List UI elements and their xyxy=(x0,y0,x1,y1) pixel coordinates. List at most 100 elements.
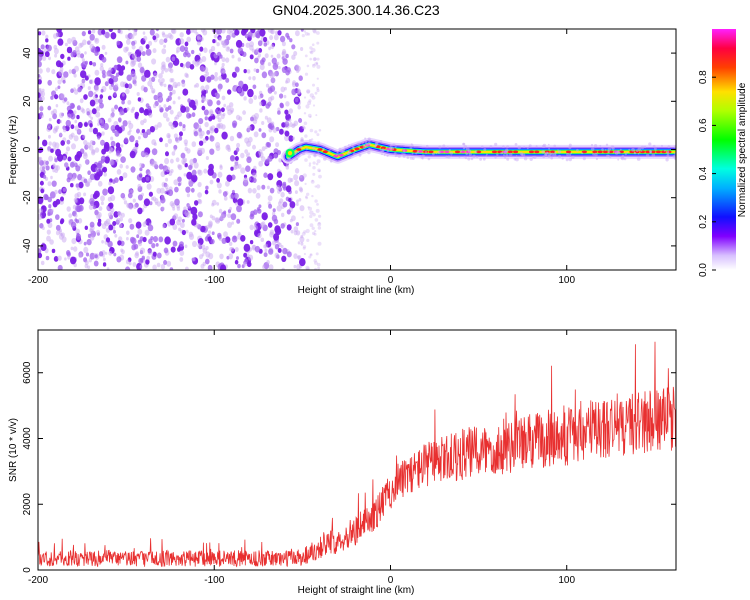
noise-speck xyxy=(286,67,291,73)
noise-speck xyxy=(151,76,156,82)
track-speck xyxy=(323,154,326,157)
noise-speck xyxy=(67,38,72,44)
noise-speck xyxy=(209,179,214,185)
noise-speck xyxy=(51,180,57,187)
noise-speck xyxy=(134,142,139,148)
noise-speck xyxy=(163,38,168,43)
noise-speck xyxy=(108,224,114,231)
noise-speck xyxy=(316,57,320,61)
noise-speck xyxy=(123,46,128,53)
track-speck xyxy=(672,155,675,158)
noise-speck xyxy=(131,44,136,50)
noise-speck xyxy=(87,30,92,35)
track-speck xyxy=(494,156,497,159)
track-speck xyxy=(470,157,474,161)
noise-speck xyxy=(45,165,50,171)
noise-speck xyxy=(88,39,92,45)
noise-speck xyxy=(274,252,280,259)
noise-speck xyxy=(130,166,136,173)
track-speck xyxy=(472,154,476,158)
noise-speck xyxy=(119,216,123,222)
track-speck xyxy=(481,145,484,149)
track-speck xyxy=(446,146,449,149)
noise-speck xyxy=(91,29,96,34)
noise-speck xyxy=(280,103,284,109)
noise-speck xyxy=(226,29,231,34)
noise-speck xyxy=(259,29,266,37)
track-speck xyxy=(557,150,562,154)
noise-speck xyxy=(279,198,284,204)
noise-speck xyxy=(135,251,139,256)
noise-speck xyxy=(230,155,235,161)
noise-speck xyxy=(40,44,45,50)
noise-speck xyxy=(248,76,252,80)
noise-speck xyxy=(173,213,179,220)
noise-speck xyxy=(197,169,203,176)
noise-speck xyxy=(286,35,291,40)
track-speck xyxy=(523,157,528,161)
noise-speck xyxy=(313,57,317,61)
noise-speck xyxy=(171,151,176,156)
track-speck xyxy=(317,143,319,146)
noise-speck xyxy=(71,238,77,245)
noise-speck xyxy=(143,86,148,93)
noise-speck xyxy=(105,218,111,225)
noise-speck xyxy=(84,225,89,230)
noise-speck xyxy=(79,98,84,104)
noise-speck xyxy=(109,112,115,119)
colorbar: 0.0 0.2 0.4 0.6 0.8 Normalized spectral ampl… xyxy=(698,29,748,277)
track-core xyxy=(550,150,556,154)
noise-speck xyxy=(93,95,97,101)
track-speck xyxy=(569,153,572,156)
track-speck xyxy=(548,143,550,146)
noise-speck xyxy=(273,34,279,41)
noise-speck xyxy=(257,53,262,58)
noise-speck xyxy=(185,73,189,78)
track-speck xyxy=(427,157,431,161)
noise-speck xyxy=(188,231,194,238)
noise-speck xyxy=(247,187,253,194)
colorbar-tick-label: 0.8 xyxy=(698,70,709,84)
noise-speck xyxy=(179,250,185,256)
noise-speck xyxy=(90,116,94,121)
noise-speck xyxy=(66,206,71,212)
noise-speck xyxy=(216,115,220,119)
noise-speck xyxy=(303,230,307,234)
snr-x-axis: -200 -100 0 100 xyxy=(28,330,576,586)
noise-speck xyxy=(110,147,114,153)
noise-speck xyxy=(53,47,59,55)
noise-speck xyxy=(222,69,226,75)
noise-speck xyxy=(147,105,152,111)
noise-speck xyxy=(316,31,320,35)
noise-speck xyxy=(304,134,308,138)
noise-speck xyxy=(97,221,102,227)
noise-speck xyxy=(137,97,142,102)
noise-speck xyxy=(182,124,186,129)
noise-speck xyxy=(103,123,109,130)
track-speck xyxy=(328,149,331,153)
noise-speck xyxy=(137,194,143,201)
noise-speck xyxy=(179,257,184,262)
noise-speck xyxy=(293,174,299,181)
noise-speck xyxy=(227,89,232,95)
noise-speck xyxy=(292,136,295,140)
noise-speck xyxy=(58,69,64,77)
track-speck xyxy=(394,145,397,148)
noise-speck xyxy=(107,196,112,202)
noise-speck xyxy=(62,156,67,161)
noise-speck xyxy=(53,256,59,262)
noise-speck xyxy=(136,92,140,96)
noise-speck xyxy=(312,166,316,170)
noise-speck xyxy=(312,83,315,87)
noise-speck xyxy=(164,143,169,148)
noise-speck xyxy=(149,201,153,206)
y-tick-label: 0 xyxy=(22,567,33,573)
track-speck xyxy=(381,148,385,152)
noise-speck xyxy=(218,236,223,242)
noise-speck xyxy=(232,120,238,127)
noise-speck xyxy=(82,134,86,139)
noise-speck xyxy=(299,236,305,243)
x-tick-label: -200 xyxy=(28,275,48,286)
snr-y-label: SNR (10 * v/v) xyxy=(8,418,19,482)
noise-speck xyxy=(312,29,317,33)
